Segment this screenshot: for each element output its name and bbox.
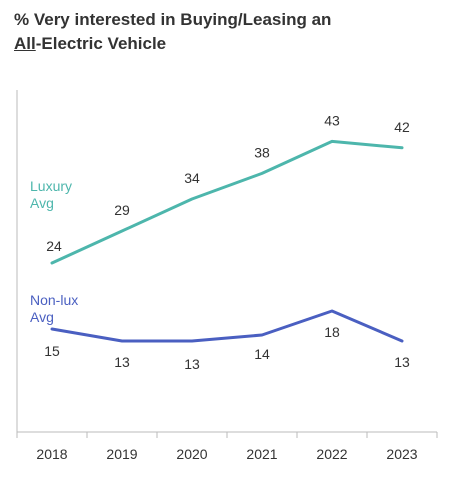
x-tick-label-2020: 2020	[176, 446, 207, 462]
data-label-luxury-2020: 34	[184, 170, 200, 186]
series-label-nonlux-line: Avg	[30, 309, 54, 325]
x-tick-label-2019: 2019	[106, 446, 137, 462]
x-ticks	[16, 432, 438, 438]
data-label-luxury-2018: 24	[46, 238, 62, 254]
data-label-nonlux-2020: 13	[184, 356, 200, 372]
series-line-luxury	[50, 139, 404, 265]
x-tick-label-2023: 2023	[386, 446, 417, 462]
data-label-nonlux-2021: 14	[254, 346, 270, 362]
chart-title-line2-rest: -Electric Vehicle	[35, 34, 167, 53]
data-label-luxury-2023: 42	[394, 119, 410, 135]
data-labels: 24 29 34 38 43 42 15 13 13 14 18 13	[44, 112, 410, 372]
data-label-luxury-2019: 29	[114, 202, 130, 218]
x-tick-label-2021: 2021	[246, 446, 277, 462]
data-label-nonlux-2019: 13	[114, 354, 130, 370]
chart-title: % Very interested in Buying/Leasing an A…	[14, 8, 454, 56]
chart-title-line2: All-Electric Vehicle	[14, 32, 454, 56]
series-label-nonlux: Non-lux Avg	[30, 292, 78, 325]
series-label-luxury-line: Avg	[30, 195, 54, 211]
series-label-luxury: Luxury Avg	[30, 178, 72, 211]
chart-title-line1: % Very interested in Buying/Leasing an	[14, 10, 332, 29]
data-label-luxury-2021: 38	[254, 144, 270, 160]
series-label-luxury-line: Luxury	[30, 178, 72, 194]
x-tick-label-2018: 2018	[36, 446, 67, 462]
x-tick-labels: 2018 2019 2020 2021 2022 2023	[36, 446, 417, 462]
series-line-nonlux	[50, 309, 404, 343]
series-lines	[50, 139, 404, 343]
chart-title-underlined-word: All	[14, 34, 36, 53]
data-label-nonlux-2023: 13	[394, 354, 410, 370]
series-label-nonlux-line: Non-lux	[30, 292, 78, 308]
data-label-nonlux-2018: 15	[44, 343, 60, 359]
data-label-nonlux-2022: 18	[324, 324, 340, 340]
x-tick-label-2022: 2022	[316, 446, 347, 462]
data-label-luxury-2022: 43	[324, 112, 340, 128]
